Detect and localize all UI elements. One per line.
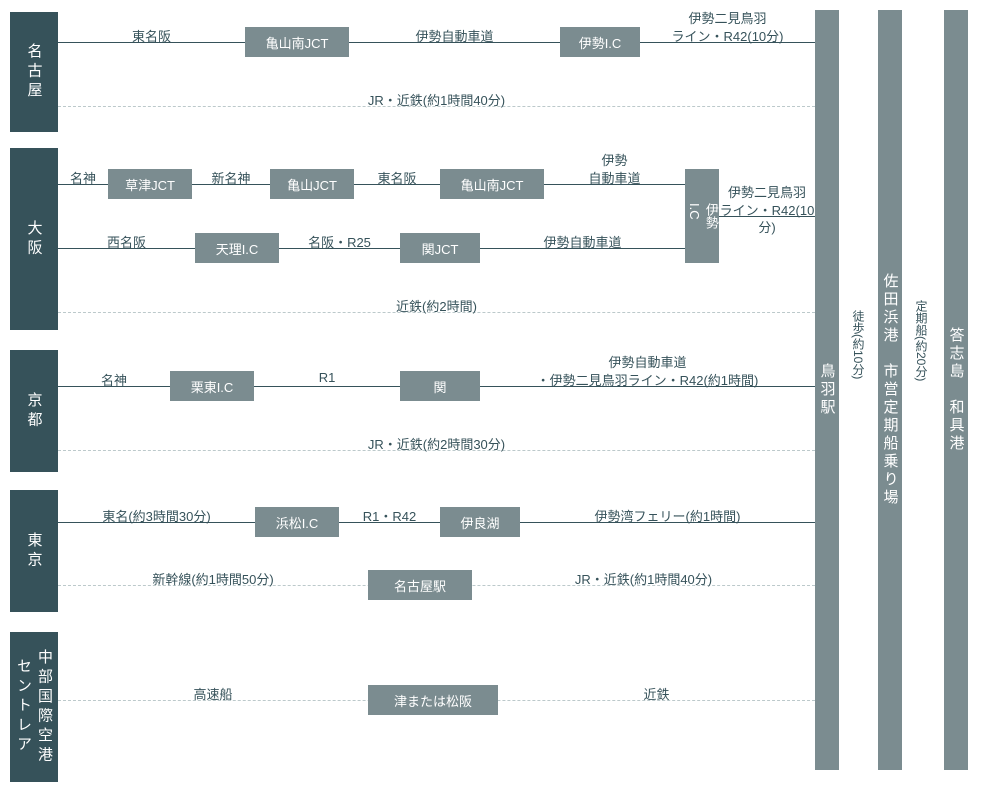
seg-nagoya-train: JR・近鉄(約1時間40分)	[58, 90, 815, 109]
seg-nagoya-final: 伊勢二見鳥羽 ライン・R42(10分)	[640, 10, 815, 45]
toshijima-port: 答志島 和具港	[944, 10, 968, 770]
toba-station: 鳥羽駅	[815, 10, 839, 770]
node-kameyama-minami-jct-2: 亀山南JCT	[440, 169, 544, 199]
origin-nagoya: 名古屋	[10, 12, 58, 132]
seg-osaka-final: 伊勢二見鳥羽 ライン・R42(10分)	[719, 184, 815, 237]
node-irago: 伊良湖	[440, 507, 520, 537]
node-kusatsu-jct: 草津JCT	[108, 169, 192, 199]
seg-nagoya-ise-expwy: 伊勢自動車道	[349, 26, 560, 45]
seg-tokyo-tomei: 東名(約3時間30分)	[58, 506, 255, 525]
sada-pier: 佐田浜港 市営定期船乗り場	[878, 10, 902, 770]
ferry-20min: 定期船(約20分)	[913, 300, 930, 381]
seg-osaka-tomei-han: 東名阪	[354, 168, 440, 187]
node-tsu-or-matsusaka: 津または松阪	[368, 685, 498, 715]
seg-nagoya-tomei-han: 東名阪	[58, 26, 245, 45]
node-hamamatsu-ic: 浜松I.C	[255, 507, 339, 537]
seg-centrair-train: 近鉄	[498, 684, 815, 703]
seg-tokyo-shinkansen: 新幹線(約1時間50分)	[58, 569, 368, 588]
seg-kyoto-meishin: 名神	[58, 370, 170, 389]
node-seki: 関	[400, 371, 480, 401]
seg-osaka-ise-expwy-a: 伊勢 自動車道	[544, 152, 685, 187]
seg-tokyo-r1r42: R1・R42	[339, 506, 440, 525]
origin-kyoto: 京都	[10, 350, 58, 472]
seg-centrair-boat: 高速船	[58, 684, 368, 703]
origin-osaka: 大阪	[10, 148, 58, 330]
node-kameyama-jct: 亀山JCT	[270, 169, 354, 199]
seg-tokyo-ferry: 伊勢湾フェリー(約1時間)	[520, 506, 815, 525]
seg-osaka-train: 近鉄(約2時間)	[58, 296, 815, 315]
node-seki-jct: 関JCT	[400, 233, 480, 263]
seg-tokyo-train: JR・近鉄(約1時間40分)	[472, 569, 815, 588]
origin-centrair: 中部国際空港 セントレア	[10, 632, 58, 782]
seg-osaka-shinmeishin: 新名神	[192, 168, 270, 187]
node-ritto-ic: 栗東I.C	[170, 371, 254, 401]
node-kameyama-minami-jct: 亀山南JCT	[245, 27, 349, 57]
walk-10min: 徒歩(約10分)	[850, 310, 867, 379]
seg-kyoto-train: JR・近鉄(約2時間30分)	[58, 434, 815, 453]
seg-osaka-ise-expwy-b: 伊勢自動車道	[480, 232, 685, 251]
seg-osaka-nishi: 西名阪	[58, 232, 195, 251]
origin-tokyo: 東京	[10, 490, 58, 612]
node-nagoya-st: 名古屋駅	[368, 570, 472, 600]
seg-kyoto-r1: R1	[254, 370, 400, 385]
node-tenri-ic: 天理I.C	[195, 233, 279, 263]
seg-kyoto-final: 伊勢自動車道 ・伊勢二見鳥羽ライン・R42(約1時間)	[480, 354, 815, 389]
seg-osaka-meihan-r25: 名阪・R25	[279, 232, 400, 251]
node-ise-ic-v: 伊勢 I.C	[685, 169, 719, 263]
seg-osaka-meishin: 名神	[58, 168, 108, 187]
node-ise-ic: 伊勢I.C	[560, 27, 640, 57]
